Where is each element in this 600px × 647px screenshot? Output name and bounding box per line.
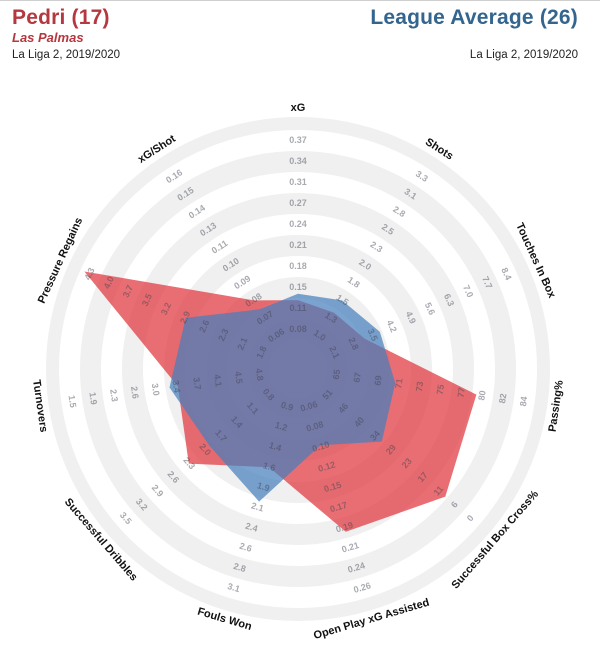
tick-label: 73 [414, 381, 425, 392]
tick-label: 0.08 [305, 419, 325, 434]
tick-label: 80 [476, 390, 487, 401]
tick-label: 1.5 [67, 395, 79, 409]
tick-label: 1.6 [262, 460, 277, 473]
tick-label: 2.3 [216, 327, 230, 343]
tick-label: 0.15 [323, 480, 343, 495]
tick-label: 3.7 [191, 377, 203, 391]
tick-label: 40 [352, 415, 366, 429]
series-polygon-league-average-26- [169, 293, 396, 502]
tick-label: 67 [352, 372, 363, 383]
tick-label: 0.10 [311, 439, 331, 454]
tick-label: 2.3 [108, 389, 120, 403]
tick-label: 4.0 [102, 275, 116, 291]
tick-label: 34 [368, 429, 382, 443]
tick-label: 84 [518, 396, 529, 407]
tick-label: 82 [497, 393, 508, 404]
tick-label: 0 [465, 513, 476, 523]
tick-label: 7.0 [461, 283, 475, 299]
tick-label: 0.19 [335, 520, 355, 535]
tick-label: 7.7 [480, 275, 494, 291]
tick-label: 6 [449, 499, 460, 509]
tick-label: 69 [372, 375, 383, 386]
player-header: Pedri (17) Las Palmas La Liga 2, 2019/20… [12, 6, 120, 62]
tick-label: 0.37 [289, 135, 307, 145]
tick-label: 17 [416, 470, 430, 484]
tick-label: 1.2 [274, 420, 289, 433]
tick-label: 2.6 [197, 318, 211, 334]
tick-label: 4.5 [233, 371, 245, 385]
tick-label: 0.15 [289, 282, 307, 292]
tick-label: 77 [456, 387, 467, 398]
tick-label: 4.2 [385, 318, 399, 334]
tick-label: 2.9 [178, 310, 192, 326]
tick-label: 1.9 [256, 480, 271, 493]
tick-label: 3.4 [171, 380, 183, 394]
tick-label: 0.21 [289, 240, 307, 250]
tick-label: 29 [384, 442, 398, 456]
tick-label: 2.1 [327, 345, 341, 361]
tick-label: 71 [393, 378, 404, 389]
player-title: Pedri (17) [12, 6, 110, 29]
tick-label: 2.8 [346, 336, 360, 352]
tick-label: 3.1 [226, 581, 241, 594]
tick-label: 8.4 [499, 266, 513, 282]
tick-label: 1.4 [268, 440, 283, 453]
tick-label: 2.6 [129, 386, 141, 400]
tick-label: 2.1 [250, 500, 265, 513]
tick-label: 46 [336, 401, 350, 415]
tick-label: 4.8 [254, 368, 266, 382]
tick-label: 51 [320, 387, 334, 401]
tick-label: 3.7 [121, 283, 135, 299]
tick-label: 1.8 [254, 345, 268, 361]
tick-label: 0.24 [289, 219, 307, 229]
tick-label: 1.9 [87, 392, 99, 406]
tick-label: 3.0 [150, 383, 162, 397]
tick-label: 0.31 [289, 177, 307, 187]
tick-label: 2.6 [238, 541, 253, 554]
tick-label: 0.08 [289, 324, 307, 334]
tick-label: 4.1 [212, 374, 224, 388]
axis-label: xG [291, 102, 306, 114]
tick-label: 0.21 [341, 540, 361, 555]
comparison-title: League Average (26) [370, 6, 578, 29]
tick-label: 3.2 [159, 301, 173, 317]
tick-label: 5.6 [423, 301, 437, 317]
tick-label: 0.06 [299, 399, 319, 414]
player-team: Las Palmas [12, 30, 84, 45]
comparison-league: La Liga 2, 2019/2020 [469, 49, 578, 61]
tick-label: 65 [331, 369, 342, 380]
tick-label: 23 [400, 456, 414, 470]
tick-label: 3.5 [140, 292, 154, 308]
tick-label: 4.3 [82, 266, 96, 282]
tick-label: 6.3 [442, 292, 456, 308]
tick-label: 0.17 [329, 500, 349, 515]
tick-label: 2.4 [244, 521, 259, 534]
axis-label: Turnovers [30, 379, 49, 433]
tick-label: 0.11 [289, 303, 306, 313]
tick-label: 0.9 [280, 400, 295, 413]
tick-label: 4.9 [404, 310, 418, 326]
tick-label: 0.34 [289, 156, 307, 166]
axis-label: Passing% [547, 379, 566, 432]
player-league: La Liga 2, 2019/2020 [12, 49, 121, 61]
tick-label: 75 [435, 384, 446, 395]
comparison-header: League Average (26) La Liga 2, 2019/2020 [370, 6, 578, 62]
tick-label: 0.26 [352, 580, 372, 595]
tick-label: 2.1 [235, 336, 249, 352]
tick-label: 0.24 [347, 560, 367, 575]
tick-label: 2.8 [232, 561, 247, 574]
tick-label: 0.18 [289, 261, 307, 271]
tick-label: 0.27 [289, 198, 307, 208]
tick-label: 3.5 [366, 327, 380, 343]
tick-label: 0.12 [317, 459, 337, 474]
